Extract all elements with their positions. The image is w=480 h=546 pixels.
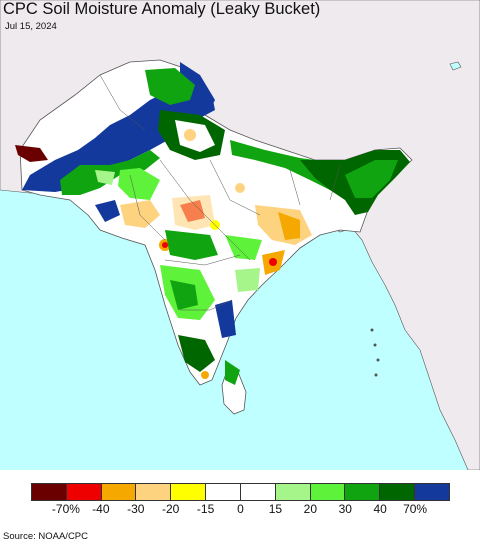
legend-swatch bbox=[275, 484, 311, 500]
legend-tick-label: 15 bbox=[268, 502, 283, 516]
map-date: Jul 15, 2024 bbox=[5, 21, 57, 32]
legend-swatch bbox=[206, 484, 241, 500]
soil-moisture-map bbox=[0, 0, 480, 470]
legend-swatch bbox=[136, 484, 172, 500]
northeast-green bbox=[345, 160, 398, 198]
south-dark-green bbox=[178, 335, 215, 372]
deccan-green bbox=[170, 280, 198, 310]
source-label: Source: NOAA/CPC bbox=[3, 531, 88, 542]
maharashtra-red bbox=[162, 242, 168, 248]
sindh-light-green bbox=[95, 170, 115, 185]
legend-tick-label: 20 bbox=[303, 502, 318, 516]
dry-spot-west bbox=[15, 145, 48, 162]
legend-tick-label: -15 bbox=[196, 502, 215, 516]
legend-swatch bbox=[32, 484, 67, 500]
up-dry bbox=[235, 183, 245, 193]
south-orange bbox=[201, 371, 209, 379]
color-legend bbox=[31, 483, 450, 501]
legend-tick-label: 70% bbox=[403, 502, 428, 516]
andaman-2 bbox=[373, 343, 377, 347]
map-title: CPC Soil Moisture Anomaly (Leaky Bucket) bbox=[3, 0, 321, 18]
central-dry-halo bbox=[172, 195, 215, 230]
tn-green bbox=[225, 360, 240, 385]
legend-tick-label: -20 bbox=[161, 502, 180, 516]
legend-tick-label: -30 bbox=[127, 502, 145, 516]
himalaya-green bbox=[145, 68, 195, 105]
legend-tick-label: -40 bbox=[92, 502, 110, 516]
legend-swatch bbox=[101, 484, 137, 500]
legend-tick-label: -70% bbox=[51, 502, 80, 516]
andaman-4 bbox=[374, 373, 378, 377]
legend-swatch bbox=[171, 484, 207, 500]
state-borders bbox=[99, 74, 341, 311]
east-orange bbox=[278, 212, 300, 240]
legend-swatch bbox=[345, 484, 381, 500]
legend-swatch bbox=[415, 484, 449, 500]
coast-red bbox=[269, 258, 277, 266]
lake bbox=[449, 61, 462, 71]
kashmir-wet bbox=[180, 62, 215, 110]
central-green bbox=[165, 230, 218, 260]
east-central-green bbox=[225, 235, 262, 260]
nw-wet-region bbox=[22, 75, 215, 192]
gujarat-wet bbox=[95, 200, 120, 222]
south-east-blue bbox=[215, 300, 236, 338]
legend-swatch bbox=[66, 484, 102, 500]
north-dry bbox=[184, 129, 196, 141]
ap-light-green bbox=[235, 268, 260, 292]
legend-tick-label: 30 bbox=[338, 502, 352, 516]
map-area bbox=[0, 0, 480, 470]
andaman-1 bbox=[370, 328, 374, 332]
legend-ticks: -70% -40 -30 -20 -15 0 15 20 30 40 70% bbox=[0, 502, 480, 518]
legend-swatch bbox=[380, 484, 416, 500]
legend-tick-label: 40 bbox=[373, 502, 387, 516]
legend-swatch bbox=[240, 484, 276, 500]
andaman-3 bbox=[376, 358, 380, 362]
legend-tick-label: 0 bbox=[237, 502, 244, 516]
legend-swatch bbox=[310, 484, 346, 500]
rajasthan-light-green bbox=[118, 168, 160, 200]
